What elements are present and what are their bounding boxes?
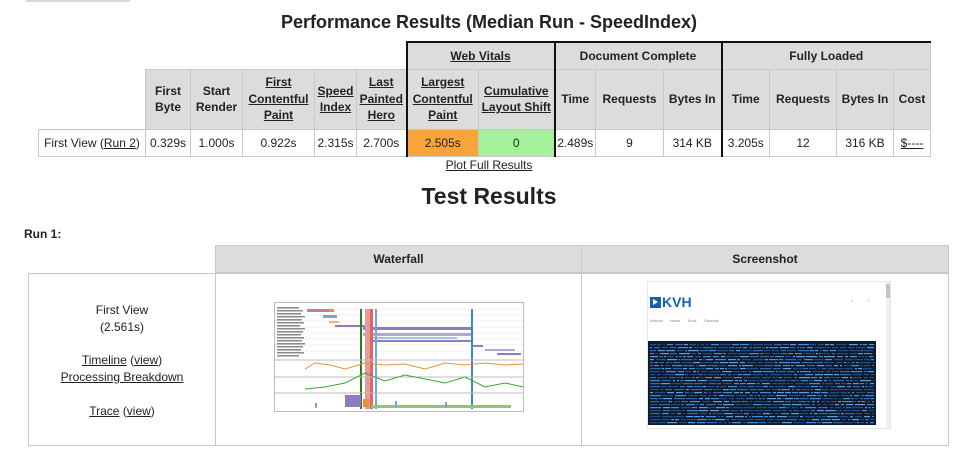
waterfall-graphic [275,303,524,411]
first-view-label: First View (Run 2) [38,128,146,157]
trace-view-link[interactable]: view [126,404,151,418]
performance-results-table: Web Vitals Document Complete Fully Loade… [38,41,931,157]
waterfall-thumbnail[interactable] [274,302,524,412]
test-results-title: Test Results [421,183,557,209]
first-byte-value: 0.329s [145,128,191,157]
fl-requests-value: 12 [769,128,837,157]
first-view-title: First View [95,303,149,317]
first-byte-header: First Byte [145,68,191,130]
fl-time-header: Time [720,68,770,130]
first-view-time: (2.561s) [99,320,145,334]
screenshot-scrollbar [886,282,890,428]
code-banner-image [648,341,876,425]
nav-item: Tools [687,318,697,323]
speed-index-header[interactable]: Speed Index [314,68,357,130]
site-header-icons: ◐ ⌕ [850,298,876,304]
fcp-value: 0.922s [242,128,315,157]
waterfall-column-header: Waterfall [215,245,582,273]
cls-value: 0 [478,128,555,157]
trace-line: Trace (view) [89,404,155,418]
web-vitals-header[interactable]: Web Vitals [405,41,555,70]
speed-index-value: 2.315s [314,128,357,157]
first-view-cell: First View (2.561s) Timeline (view) Proc… [28,273,216,446]
fl-requests-header: Requests [769,68,837,130]
cost-value[interactable]: $---- [893,128,931,157]
top-tab-edge [26,0,130,2]
document-complete-header: Document Complete [553,41,722,70]
first-view-row: First View (Run 2) 0.329s 1.000s 0.922s … [38,128,931,157]
plot-full-results-link[interactable]: Plot Full Results [445,158,533,172]
nav-item: Articles [650,318,664,323]
kvh-logo: KVH [650,294,692,310]
start-render-header: Start Render [190,68,243,130]
dc-bytes-value: 314 KB [663,128,722,157]
last-painted-hero-value: 2.700s [356,128,407,157]
dc-time-value: 2.489s [553,128,596,157]
fl-time-value: 3.205s [720,128,770,157]
dc-bytes-header: Bytes In [663,68,722,130]
timeline-view-link[interactable]: view [134,353,159,367]
screenshot-thumbnail[interactable]: KVH ◐ ⌕ Articles News Tools Tutorials [648,282,890,428]
screenshot-column-header: Screenshot [581,245,949,273]
nav-item: News [670,318,681,323]
trace-link[interactable]: Trace [89,404,120,418]
last-painted-hero-header[interactable]: Last Painted Hero [356,68,407,130]
fully-loaded-header: Fully Loaded [720,41,931,70]
cls-header[interactable]: Cumulative Layout Shift [478,68,555,130]
fl-bytes-value: 316 KB [836,128,894,157]
run-label: Run 1: [24,227,62,241]
site-nav: Articles News Tools Tutorials [650,318,719,323]
cost-header: Cost [893,68,931,130]
kvh-play-icon [650,296,661,308]
fcp-header[interactable]: First Contentful Paint [242,68,315,130]
lcp-value: 2.505s [405,128,479,157]
run-2-link[interactable]: Run 2 [103,135,136,150]
dc-requests-value: 9 [595,128,664,157]
lcp-header[interactable]: Largest Contentful Paint [405,68,479,130]
nav-item: Tutorials [703,318,719,323]
start-render-value: 1.000s [190,128,243,157]
processing-breakdown-link[interactable]: Processing Breakdown [60,370,184,384]
dc-time-header: Time [553,68,596,130]
performance-results-title: Performance Results (Median Run - SpeedI… [280,12,698,32]
timeline-link[interactable]: Timeline [81,353,127,367]
fl-bytes-header: Bytes In [836,68,894,130]
timeline-line: Timeline (view) [81,353,163,367]
dc-requests-header: Requests [595,68,664,130]
